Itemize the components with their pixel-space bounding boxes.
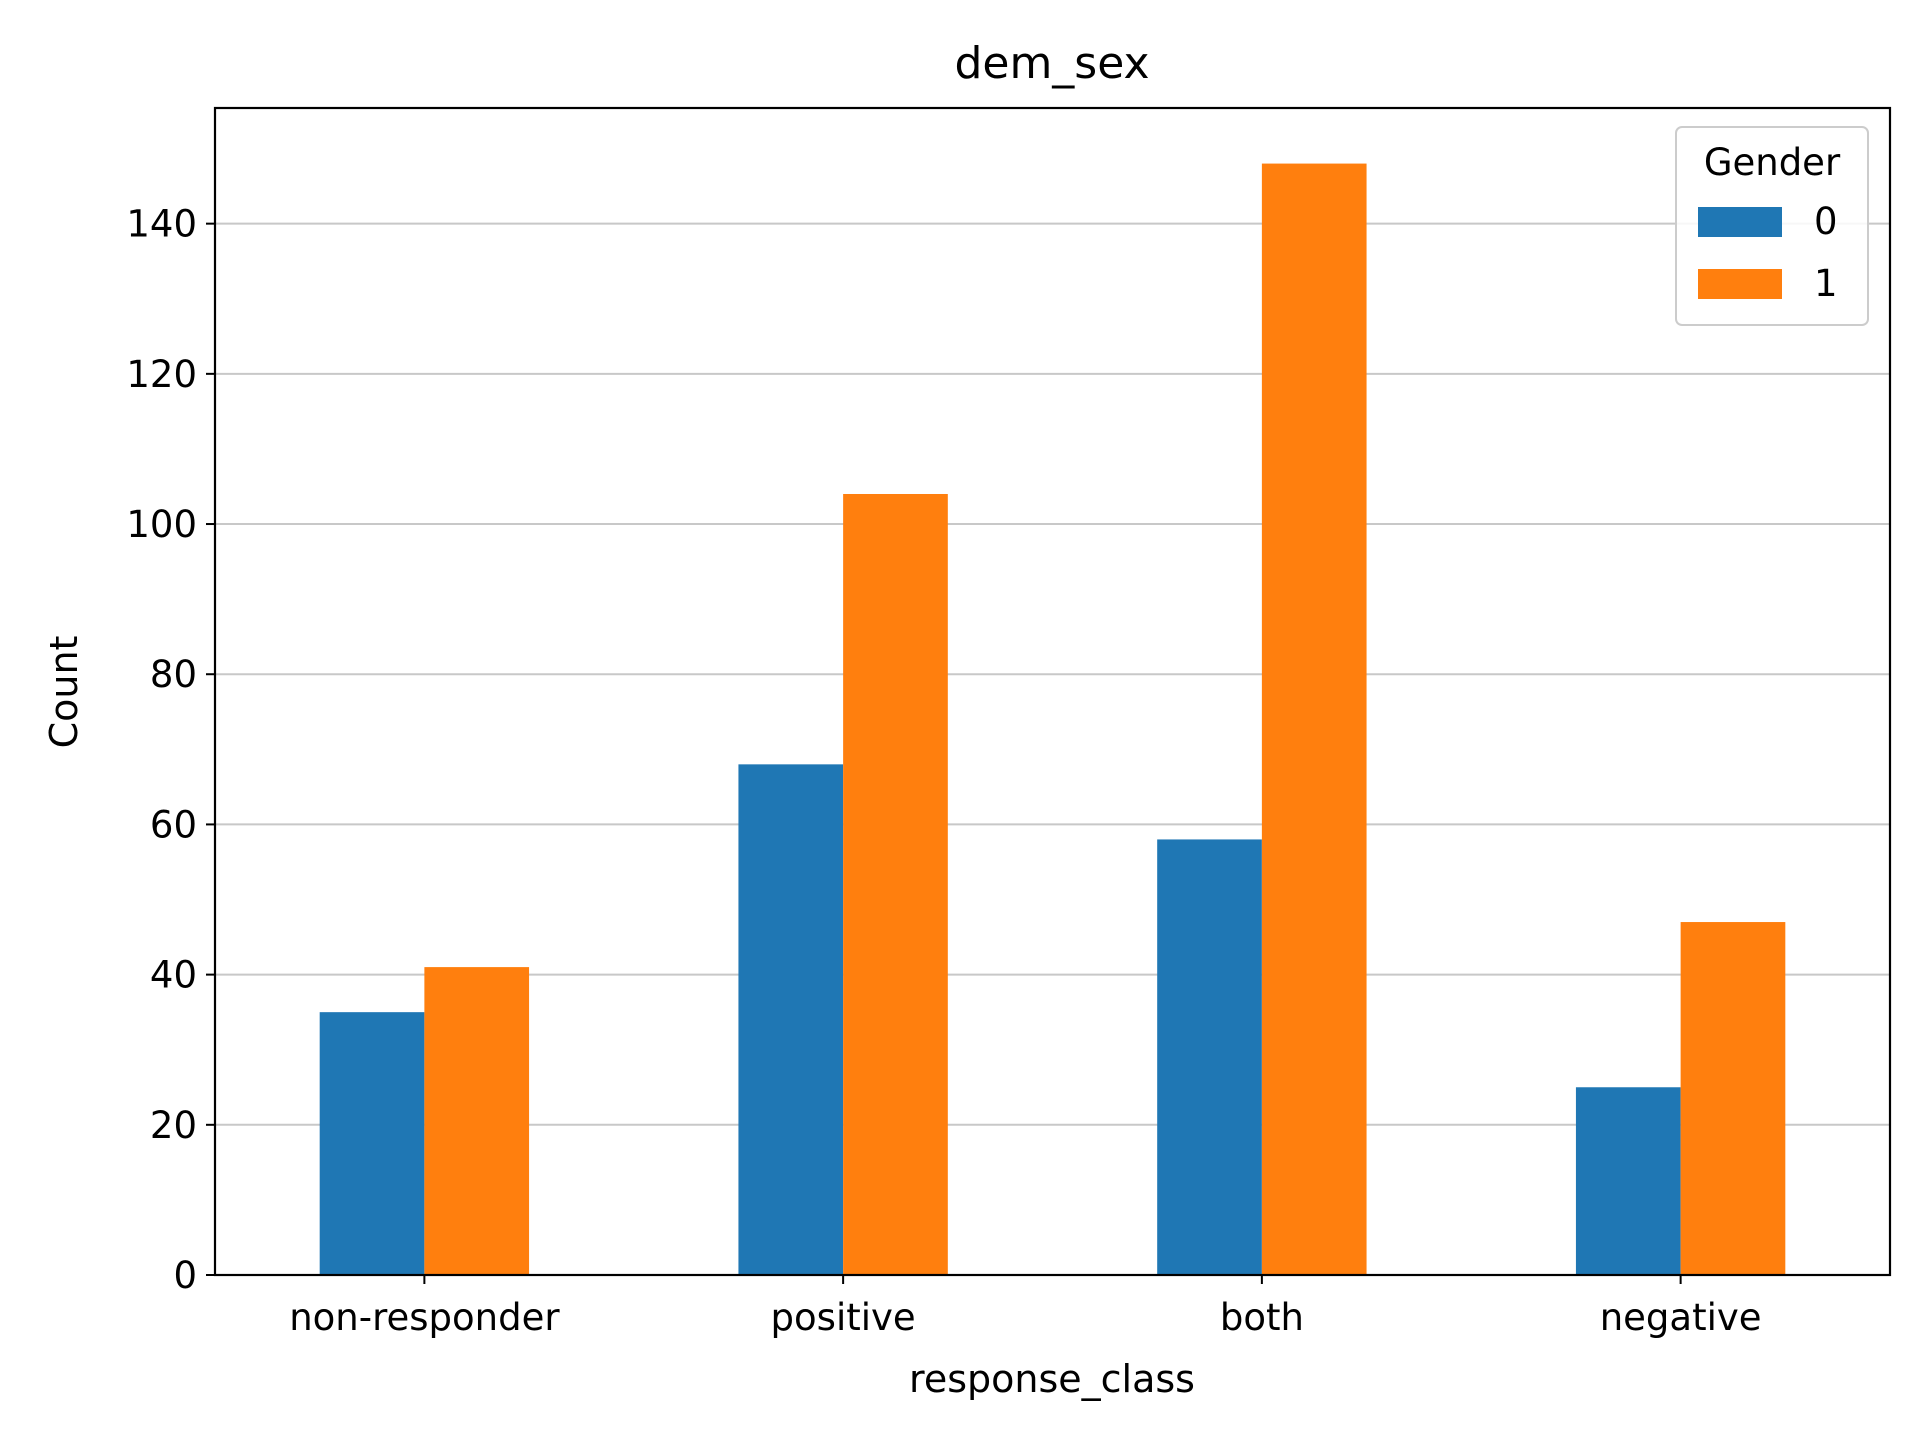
y-tick-label: 0 xyxy=(173,1254,197,1297)
bar xyxy=(1157,839,1262,1275)
x-tick-label: positive xyxy=(771,1296,916,1339)
y-tick-label: 100 xyxy=(126,503,197,546)
chart-title: dem_sex xyxy=(954,38,1149,89)
bar xyxy=(1680,922,1786,1275)
legend-label: 0 xyxy=(1814,200,1838,243)
y-tick-label: 60 xyxy=(150,803,197,846)
x-axis-label: response_class xyxy=(909,1357,1195,1401)
legend-title: Gender xyxy=(1704,141,1841,184)
bar xyxy=(738,764,844,1275)
y-axis: 0 20 40 60 80 100 120 140 xyxy=(126,203,215,1297)
bars xyxy=(319,163,1786,1276)
x-tick-label: non-responder xyxy=(289,1296,560,1339)
x-tick-label: both xyxy=(1220,1296,1304,1339)
y-axis-label: Count xyxy=(42,636,86,749)
y-tick-label: 140 xyxy=(126,203,197,246)
x-axis: non-responder positive both negative xyxy=(289,1275,1762,1339)
bar xyxy=(319,1012,425,1275)
plot-frame xyxy=(213,106,1892,1277)
bar xyxy=(1575,1087,1681,1275)
y-tick-label: 120 xyxy=(126,353,197,396)
legend-label: 1 xyxy=(1814,262,1838,305)
legend-swatch xyxy=(1698,207,1782,237)
bar xyxy=(1261,163,1367,1276)
legend-swatch xyxy=(1698,269,1782,299)
bar xyxy=(843,493,948,1276)
y-tick-label: 40 xyxy=(150,954,197,997)
x-tick-label: negative xyxy=(1600,1296,1762,1339)
legend: Gender 0 1 xyxy=(1675,126,1869,326)
y-tick-label: 80 xyxy=(150,653,197,696)
bar xyxy=(424,967,530,1275)
y-tick-label: 20 xyxy=(150,1104,197,1147)
